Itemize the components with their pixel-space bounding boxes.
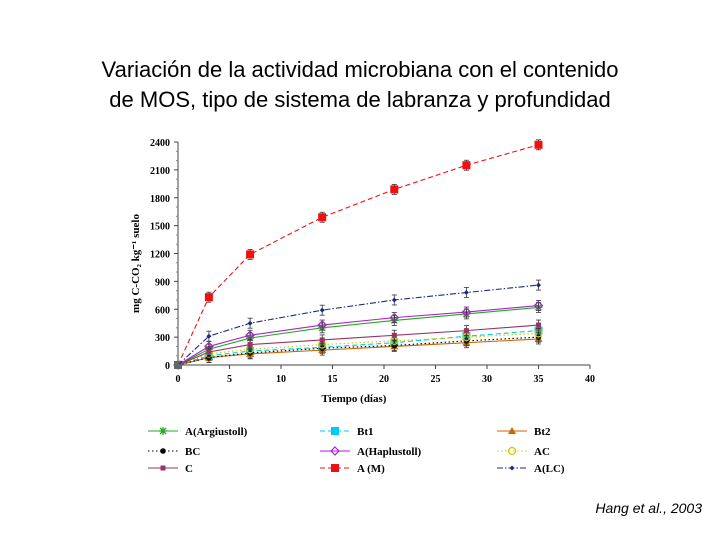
- legend-label: AC: [534, 446, 550, 458]
- y-tick-label: 1800: [150, 194, 170, 205]
- y-tick-label: 0: [165, 361, 170, 372]
- x-tick-label: 0: [176, 374, 181, 385]
- legend-marker: [508, 427, 516, 434]
- legend-marker: [331, 464, 339, 472]
- legend-item: A(LC): [497, 463, 565, 475]
- x-tick-label: 25: [431, 374, 441, 385]
- chart-plot-area: [173, 139, 544, 370]
- x-axis-label: Tiempo (días): [322, 393, 387, 405]
- legend-label: BC: [185, 446, 200, 458]
- x-tick-label: 10: [276, 374, 286, 385]
- chart-title-line-2: de MOS, tipo de sistema de labranza y pr…: [109, 87, 611, 112]
- y-tick-label: 1200: [150, 250, 170, 261]
- legend-label: Bt1: [357, 426, 374, 438]
- data-point: [204, 293, 213, 302]
- legend-item: Bt1: [320, 426, 374, 438]
- data-point: [462, 161, 471, 170]
- legend-marker: [509, 465, 515, 471]
- legend-marker: [160, 465, 166, 471]
- legend-item: A(Haplustoll): [320, 446, 422, 458]
- series-line: [177, 284, 539, 366]
- data-point: [536, 322, 541, 328]
- chart-title-line-1: Variación de la actividad microbiana con…: [101, 57, 619, 82]
- citation: Hang et al., 2003: [595, 500, 702, 516]
- series-line: [177, 144, 539, 366]
- data-point: [319, 307, 325, 313]
- data-point: [390, 185, 399, 194]
- legend-label: A(Argiustoll): [185, 426, 248, 438]
- legend-item: Bt2: [497, 426, 551, 438]
- series-line: [177, 324, 539, 366]
- data-point: [533, 300, 544, 311]
- series-0: [174, 301, 543, 369]
- legend-item: C: [148, 463, 193, 475]
- data-point: [319, 337, 325, 343]
- legend-marker: [507, 446, 517, 456]
- x-tick-label: 35: [534, 374, 544, 385]
- y-tick-label: 1500: [150, 222, 170, 233]
- chart-title: Variación de la actividad microbiana con…: [0, 55, 720, 115]
- series-4: [173, 300, 544, 370]
- legend-marker: [160, 448, 166, 454]
- y-tick-label: 2400: [150, 138, 170, 149]
- x-tick-label: 5: [227, 374, 232, 385]
- data-point: [463, 328, 469, 334]
- series-2: [174, 333, 543, 368]
- x-tick-label: 30: [482, 374, 492, 385]
- series-6: [175, 319, 541, 368]
- series-1: [174, 325, 543, 369]
- legend-label: A(Haplustoll): [357, 446, 422, 458]
- data-point: [536, 282, 541, 288]
- data-point: [318, 213, 327, 222]
- series-7: [174, 139, 543, 369]
- data-point: [461, 307, 472, 317]
- data-point: [247, 342, 253, 348]
- legend-item: AC: [497, 446, 550, 458]
- legend-label: Bt2: [534, 426, 551, 438]
- y-tick-label: 300: [155, 333, 170, 344]
- series-8: [175, 279, 541, 368]
- legend-item: A(Argiustoll): [148, 426, 248, 438]
- legend-label: A(LC): [534, 463, 565, 475]
- chart-axes: 0 5 10 15 20 25 30 35 40 0 300 600 900 1200 1500 1800 21…: [130, 138, 595, 405]
- data-point: [391, 297, 397, 303]
- data-point: [534, 140, 543, 149]
- x-tick-label: 20: [379, 374, 389, 385]
- y-axis-label: mg C-CO₂ kg⁻¹ suelo: [130, 214, 142, 313]
- x-tick-label: 15: [328, 374, 338, 385]
- legend-label: A (M): [357, 463, 385, 475]
- x-tick-label: 40: [585, 374, 595, 385]
- data-point: [206, 333, 212, 339]
- data-point: [391, 332, 397, 338]
- y-tick-label: 900: [155, 277, 170, 288]
- y-tick-label: 600: [155, 305, 170, 316]
- data-point: [246, 250, 255, 259]
- data-point: [317, 320, 328, 330]
- legend-marker: [159, 427, 167, 435]
- y-tick-label: 2100: [150, 166, 170, 177]
- data-point: [247, 320, 253, 326]
- data-point: [175, 362, 181, 368]
- legend-marker: [330, 446, 340, 456]
- data-point: [206, 349, 212, 355]
- data-point: [463, 290, 469, 296]
- chart-legend: A(Argiustoll) Bt1 Bt2 BC A(Haplustoll) AC C A (…: [148, 426, 565, 475]
- legend-marker: [331, 427, 339, 435]
- legend-item: BC: [148, 446, 200, 458]
- series-line: [177, 332, 539, 366]
- data-point: [389, 312, 400, 323]
- legend-label: C: [185, 463, 193, 475]
- legend-item: A (M): [320, 463, 385, 475]
